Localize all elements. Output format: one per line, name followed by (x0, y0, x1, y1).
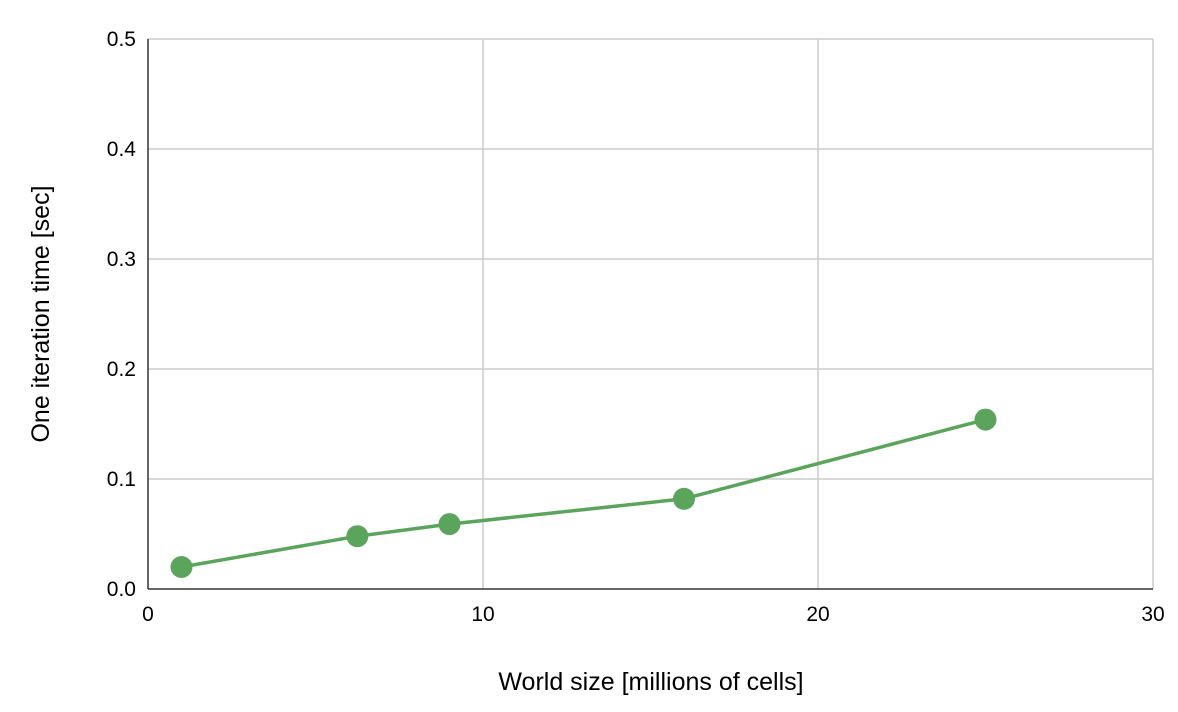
y-tick-label: 0.0 (107, 578, 136, 601)
data-series (170, 408, 997, 578)
y-tick-label: 0.2 (107, 358, 136, 381)
data-point (438, 513, 461, 536)
gridlines (148, 38, 1154, 589)
y-tick-label: 0.5 (107, 28, 136, 51)
axes (147, 39, 1153, 590)
x-tick-label: 30 (1141, 603, 1164, 626)
y-tick-label: 0.4 (107, 138, 137, 161)
data-point (974, 408, 997, 431)
x-tick-label: 0 (142, 603, 154, 626)
data-point (346, 525, 369, 548)
x-tick-label: 20 (806, 603, 829, 626)
data-point (170, 556, 193, 578)
x-axis-title: World size [millions of cells] (498, 668, 803, 696)
series-line (181, 417, 986, 569)
tick-labels: 0 10 20 30 0.0 0.1 0.2 0.3 0.4 0.5 (107, 28, 1165, 626)
y-tick-label: 0.3 (107, 248, 136, 271)
y-tick-label: 0.1 (107, 468, 136, 491)
data-point (673, 487, 695, 510)
x-tick-label: 10 (471, 603, 494, 626)
y-axis-title: One iteration time [sec] (27, 185, 55, 442)
